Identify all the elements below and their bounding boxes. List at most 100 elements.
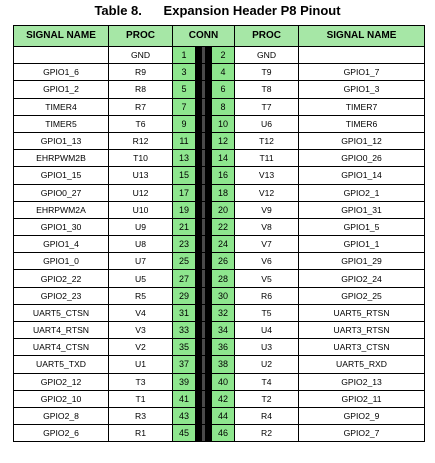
pin-number-left: 39 [172, 372, 196, 391]
table-row: GPIO0_27 U12 17 18 V12 GPIO2_1 [13, 183, 426, 202]
pin-number-left: 35 [172, 338, 196, 357]
table-row: GPIO1_13 R12 11 12 T12 GPIO1_12 [13, 131, 426, 151]
signal-name-left: GPIO2_6 [13, 424, 109, 443]
connector-divider [195, 131, 212, 151]
connector-divider [195, 320, 212, 340]
header-proc-left: PROC [108, 25, 173, 47]
table-row: GPIO2_12 T3 39 40 T4 GPIO2_13 [13, 372, 426, 391]
connector-divider-line [202, 356, 205, 373]
pin-number-right: 12 [210, 131, 236, 151]
connector-divider-line [202, 408, 205, 424]
table-row: GPIO1_30 U9 21 22 V8 GPIO1_5 [13, 217, 426, 237]
connector-divider [195, 338, 212, 357]
pin-number-left: 25 [172, 252, 196, 271]
signal-name-right: GPIO2_13 [298, 372, 426, 391]
signal-name-left: GPIO1_15 [13, 166, 109, 185]
proc-left: T10 [108, 149, 173, 168]
pin-number-right: 44 [210, 406, 236, 426]
signal-name-left: TIMER4 [13, 97, 109, 116]
connector-divider-line [202, 236, 205, 252]
signal-name-right: UART3_CTSN [298, 338, 426, 357]
table-row: GPIO1_4 U8 23 24 V7 GPIO1_1 [13, 235, 426, 254]
proc-right: U6 [234, 114, 300, 133]
pin-number-left: 27 [172, 269, 196, 288]
connector-divider-line [202, 253, 205, 269]
table-row: GPIO2_8 R3 43 44 R4 GPIO2_9 [13, 406, 426, 426]
connector-divider-line [202, 391, 205, 407]
pin-number-right: 20 [210, 200, 236, 219]
connector-divider [195, 45, 212, 65]
signal-name-right [298, 45, 426, 65]
connector-divider [195, 166, 212, 185]
signal-name-left: UART5_CTSN [13, 303, 109, 323]
table-row: GPIO2_10 T1 41 42 T2 GPIO2_11 [13, 389, 426, 408]
signal-name-left: UART4_CTSN [13, 338, 109, 357]
signal-name-right: GPIO0_26 [298, 149, 426, 168]
header-signal-name-right: SIGNAL NAME [298, 25, 426, 47]
connector-divider [195, 200, 212, 219]
signal-name-right: GPIO2_7 [298, 424, 426, 443]
proc-left: R5 [108, 286, 173, 305]
proc-right: V12 [234, 183, 300, 202]
connector-divider-line [202, 116, 205, 132]
connector-divider-line [202, 202, 205, 218]
connector-divider [195, 114, 212, 133]
signal-name-right: GPIO1_3 [298, 80, 426, 99]
pin-number-right: 40 [210, 372, 236, 391]
connector-divider-line [202, 99, 205, 115]
signal-name-right: GPIO2_11 [298, 389, 426, 408]
signal-name-right: GPIO2_9 [298, 406, 426, 426]
signal-name-left: GPIO2_12 [13, 372, 109, 391]
proc-left: U7 [108, 252, 173, 271]
table-row: UART5_TXD U1 37 38 U2 UART5_RXD [13, 355, 426, 374]
pin-number-right: 2 [210, 45, 236, 65]
proc-right: U3 [234, 338, 300, 357]
table-row: GPIO2_6 R1 45 46 R2 GPIO2_7 [13, 424, 426, 443]
proc-left: T6 [108, 114, 173, 133]
connector-divider-line [202, 167, 205, 183]
proc-right: T11 [234, 149, 300, 168]
signal-name-right: GPIO1_31 [298, 200, 426, 219]
pin-number-right: 34 [210, 320, 236, 340]
proc-right: T5 [234, 303, 300, 323]
proc-left: R1 [108, 424, 173, 443]
signal-name-right: GPIO1_5 [298, 217, 426, 237]
proc-left: T1 [108, 389, 173, 408]
pin-number-left: 43 [172, 406, 196, 426]
table-row: GPIO1_6 R9 3 4 T9 GPIO1_7 [13, 63, 426, 82]
pin-number-left: 29 [172, 286, 196, 305]
table-row: GPIO2_23 R5 29 30 R6 GPIO2_25 [13, 286, 426, 305]
connector-divider-line [202, 219, 205, 235]
pin-number-right: 42 [210, 389, 236, 408]
signal-name-right: GPIO2_25 [298, 286, 426, 305]
pin-number-right: 32 [210, 303, 236, 323]
pin-number-left: 11 [172, 131, 196, 151]
pin-number-right: 24 [210, 235, 236, 254]
connector-divider-line [202, 374, 205, 390]
connector-divider [195, 97, 212, 116]
signal-name-right: TIMER6 [298, 114, 426, 133]
proc-right: V9 [234, 200, 300, 219]
pin-number-right: 4 [210, 63, 236, 82]
signal-name-left: GPIO2_10 [13, 389, 109, 408]
connector-divider [195, 424, 212, 443]
signal-name-left: GPIO2_8 [13, 406, 109, 426]
connector-divider [195, 269, 212, 288]
pin-number-left: 3 [172, 63, 196, 82]
signal-name-left: GPIO2_22 [13, 269, 109, 288]
proc-left: R9 [108, 63, 173, 82]
proc-right: T4 [234, 372, 300, 391]
pin-number-left: 37 [172, 355, 196, 374]
connector-divider-line [202, 133, 205, 149]
pin-number-right: 18 [210, 183, 236, 202]
connector-divider-line [202, 47, 205, 63]
proc-left: GND [108, 45, 173, 65]
pin-number-left: 1 [172, 45, 196, 65]
pin-number-left: 5 [172, 80, 196, 99]
pin-number-right: 46 [210, 424, 236, 443]
connector-divider-line [202, 425, 205, 441]
signal-name-left: TIMER5 [13, 114, 109, 133]
proc-right: T8 [234, 80, 300, 99]
table-row: UART4_CTSN V2 35 36 U3 UART3_CTSN [13, 338, 426, 357]
connector-divider-line [202, 322, 205, 338]
